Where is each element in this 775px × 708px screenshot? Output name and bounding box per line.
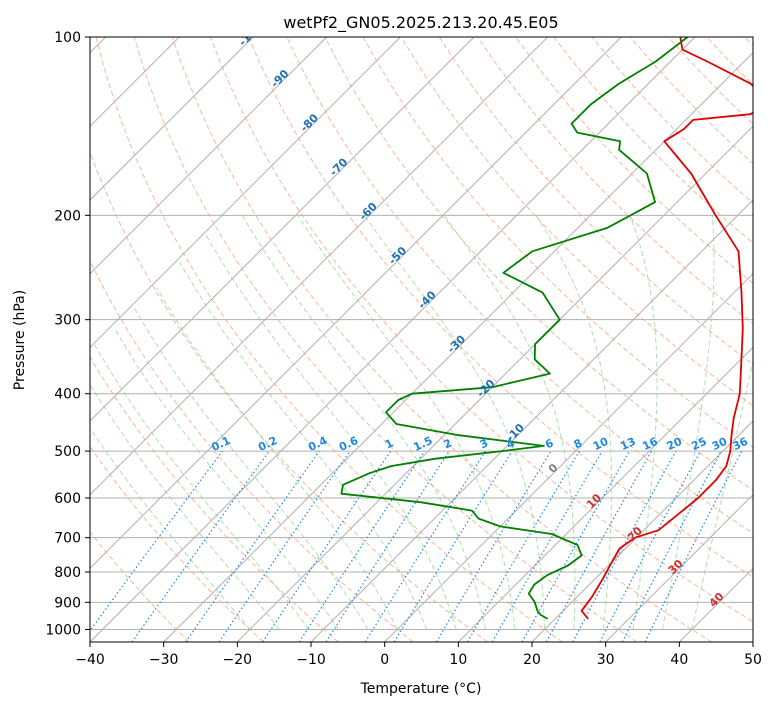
moist-adiabat xyxy=(629,215,658,630)
mixing-ratio-line xyxy=(644,450,743,642)
mixing-ratio-line xyxy=(185,450,320,642)
dry-adiabat xyxy=(90,356,339,642)
moist-adiabat xyxy=(90,383,280,630)
dry-adiabat xyxy=(90,150,488,642)
isotherm-line xyxy=(605,493,753,642)
mixing-ratio-label: 10 xyxy=(591,435,611,453)
y-tick-label: 600 xyxy=(54,491,81,507)
plot-frame xyxy=(89,36,754,643)
isotherm-line xyxy=(531,420,753,642)
y-tick-label: 700 xyxy=(54,531,81,547)
y-tick-label: 100 xyxy=(54,30,81,46)
moist-adiabat xyxy=(179,262,428,630)
dry-adiabat xyxy=(324,37,753,491)
moist-adiabat xyxy=(364,215,546,630)
moist-adiabat xyxy=(204,233,457,630)
moist-adiabat xyxy=(90,427,251,630)
mixing-ratio-label: 36 xyxy=(731,435,751,453)
isotherm-line xyxy=(90,37,254,201)
sounding-profiles xyxy=(340,37,753,620)
dry-adiabat xyxy=(90,531,190,642)
mixing-ratio-line xyxy=(262,450,392,642)
isotherm-line xyxy=(384,272,753,642)
moist-adiabat xyxy=(443,215,576,630)
dry-adiabat xyxy=(95,37,563,642)
chart-title: wetPf2_GN05.2025.213.20.45.E05 xyxy=(283,13,558,33)
mixing-ratio-line xyxy=(521,450,631,642)
axes: −40 −30 −20 −10 0 10 20 30 40 50 100 200 300 400 500 60… xyxy=(45,30,762,668)
y-tick-label: 800 xyxy=(54,565,81,581)
y-tick-label: 1000 xyxy=(45,622,81,638)
mixing-ratio-line xyxy=(393,450,513,642)
mixing-ratio-line xyxy=(90,450,223,632)
mixing-ratio-line xyxy=(298,450,425,642)
y-tick-label: 300 xyxy=(54,313,81,329)
isotherm-line xyxy=(90,37,328,275)
isotherm-label: -100 xyxy=(236,20,265,49)
moist-adiabat xyxy=(241,215,487,630)
moist-adiabat xyxy=(114,327,339,630)
mixing-ratio-line xyxy=(325,450,450,642)
mixing-ratio-label: 20 xyxy=(665,435,685,453)
mixing-ratio-line xyxy=(218,450,351,642)
x-tick-label: −10 xyxy=(296,652,326,668)
dry-adiabat xyxy=(210,37,753,623)
isotherm-line xyxy=(90,37,622,570)
y-tick-label: 200 xyxy=(54,208,81,224)
mixing-ratio-label: 30 xyxy=(710,435,730,453)
moist-adiabat xyxy=(156,287,398,630)
isotherm-line xyxy=(457,346,753,642)
sounding-trace xyxy=(580,37,753,620)
mixing-ratio-label: 13 xyxy=(618,435,637,453)
background-lines xyxy=(90,37,753,642)
mixing-ratio-line xyxy=(572,450,677,642)
x-tick-label: 30 xyxy=(597,652,615,668)
dry-adiabat xyxy=(90,259,414,642)
isotherm-line xyxy=(163,51,753,642)
moist-adiabat xyxy=(93,343,310,630)
isotherm-line xyxy=(90,37,549,496)
dry-adiabat xyxy=(400,37,753,407)
isotherm-line xyxy=(90,37,696,642)
x-tick-label: −20 xyxy=(223,652,253,668)
mixing-ratio-line xyxy=(131,450,270,642)
dry-adiabat xyxy=(515,37,753,284)
moist-adiabat xyxy=(297,215,516,630)
y-axis-label: Pressure (hPa) xyxy=(12,290,28,390)
x-tick-label: 10 xyxy=(449,652,467,668)
x-tick-label: −30 xyxy=(149,652,179,668)
mixing-ratio-label: 25 xyxy=(689,435,708,453)
mixing-ratio-label: 16 xyxy=(640,435,660,453)
dry-adiabat xyxy=(438,37,753,366)
isotherm-line xyxy=(90,37,475,422)
dry-adiabat xyxy=(90,445,264,642)
x-tick-label: −40 xyxy=(75,652,105,668)
moist-adiabat xyxy=(535,215,612,630)
dry-adiabat xyxy=(248,37,753,578)
x-tick-label: 20 xyxy=(523,652,541,668)
dry-adiabat xyxy=(171,37,712,642)
sounding-trace xyxy=(340,37,689,620)
y-tick-label: 500 xyxy=(54,444,81,460)
x-tick-label: 40 xyxy=(670,652,688,668)
x-axis-label: Temperature (°C) xyxy=(360,681,482,697)
mixing-ratio-line xyxy=(545,450,653,642)
y-tick-label: 400 xyxy=(54,387,81,403)
moist-adiabat xyxy=(133,306,369,630)
y-tick-label: 900 xyxy=(54,595,81,611)
isotherm-line xyxy=(90,37,401,349)
dry-adiabat xyxy=(133,37,638,642)
x-tick-label: 0 xyxy=(380,652,389,668)
x-tick-label: 50 xyxy=(744,652,762,668)
